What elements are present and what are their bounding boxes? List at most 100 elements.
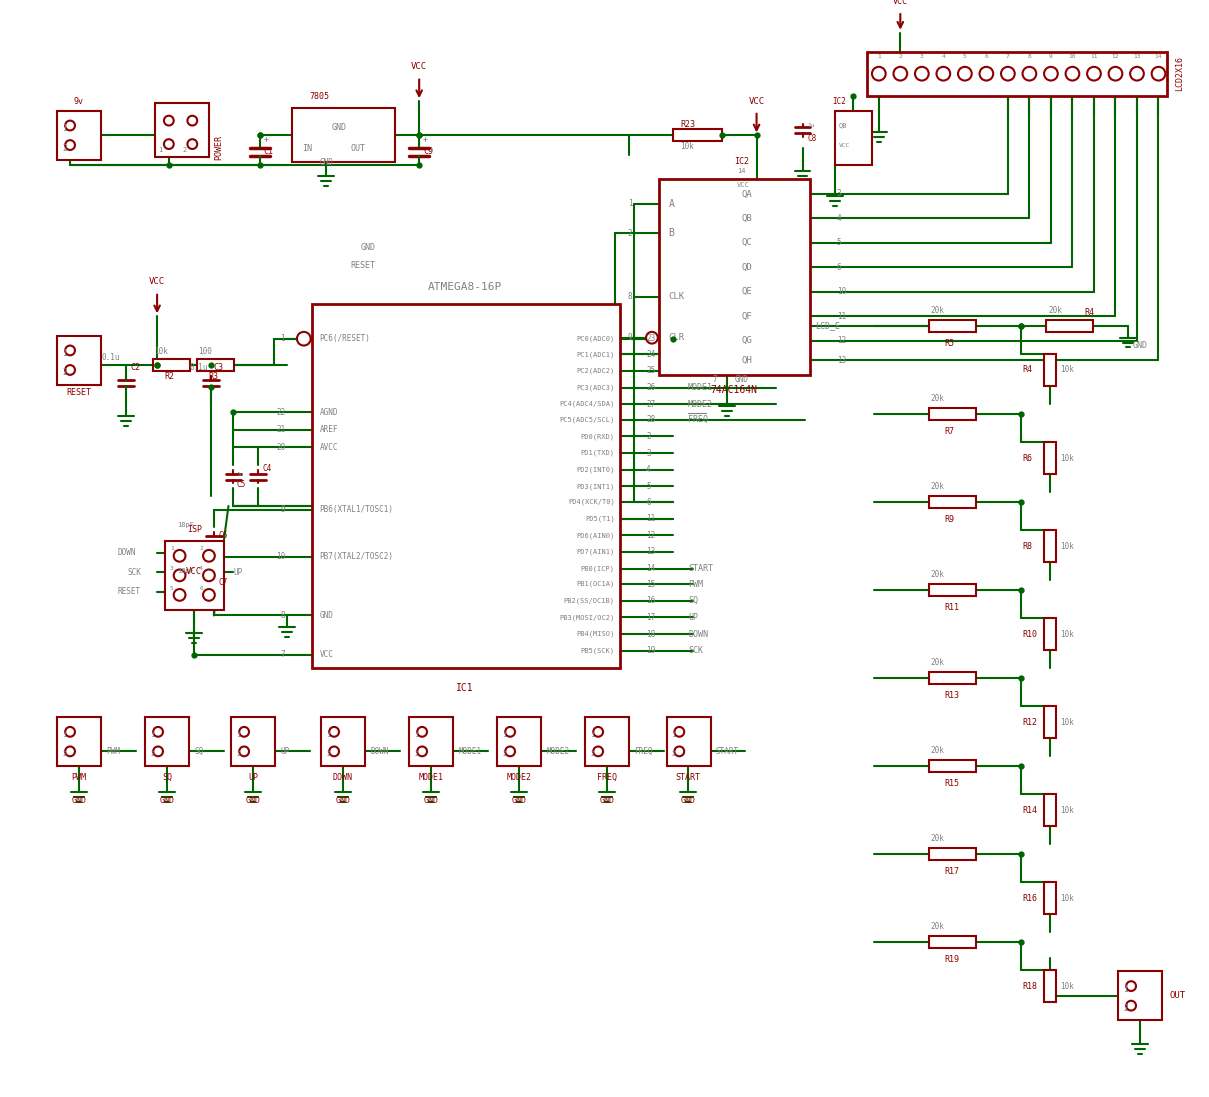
Circle shape <box>174 589 185 601</box>
Text: 7: 7 <box>280 651 285 659</box>
Text: 9: 9 <box>1049 54 1053 58</box>
Text: IC1: IC1 <box>456 682 474 693</box>
Text: QB: QB <box>839 123 848 128</box>
Text: PB4(MISO): PB4(MISO) <box>577 631 614 637</box>
Text: PD0(RXD): PD0(RXD) <box>580 433 614 440</box>
Circle shape <box>187 115 197 125</box>
Text: 100: 100 <box>198 347 212 355</box>
Bar <box>155 103 209 157</box>
Text: 22: 22 <box>276 408 285 417</box>
Circle shape <box>203 569 215 581</box>
Text: R15: R15 <box>944 779 959 788</box>
Text: QB: QB <box>742 214 753 223</box>
Text: PD4(XCK/T0): PD4(XCK/T0) <box>568 499 614 506</box>
Text: 12: 12 <box>646 531 655 540</box>
Circle shape <box>65 121 75 131</box>
Text: 1: 1 <box>590 732 595 738</box>
Text: 0.1u: 0.1u <box>102 353 120 362</box>
Text: C6: C6 <box>219 531 229 540</box>
Circle shape <box>872 67 886 80</box>
Text: PWM: PWM <box>688 579 704 589</box>
Text: 3: 3 <box>646 449 650 457</box>
Text: LCD2X16: LCD2X16 <box>1175 56 1184 91</box>
Text: PB1(OC1A): PB1(OC1A) <box>577 581 614 587</box>
Text: 2: 2 <box>590 751 595 757</box>
Text: PB2(SS/OC1B): PB2(SS/OC1B) <box>563 598 614 604</box>
Bar <box>929 496 976 508</box>
Circle shape <box>1127 1000 1136 1010</box>
Text: C1: C1 <box>264 147 273 157</box>
Text: R17: R17 <box>944 867 959 877</box>
Text: 6: 6 <box>837 263 841 272</box>
Text: 1: 1 <box>236 732 241 738</box>
Text: 13: 13 <box>646 547 655 556</box>
Text: 24: 24 <box>646 350 655 359</box>
Bar <box>1045 354 1055 386</box>
Text: 17: 17 <box>646 613 655 622</box>
Text: 15: 15 <box>646 579 655 589</box>
Text: 11: 11 <box>837 312 846 320</box>
Text: C5: C5 <box>236 479 245 489</box>
Text: PC2(ADC2): PC2(ADC2) <box>577 367 614 374</box>
Bar <box>1045 619 1055 649</box>
Text: DOWN: DOWN <box>332 773 353 782</box>
Text: 16: 16 <box>646 597 655 606</box>
Text: SCK: SCK <box>688 646 704 655</box>
Bar <box>1045 971 1055 1002</box>
Bar <box>834 111 872 165</box>
Text: IC2: IC2 <box>832 97 846 105</box>
Text: SQ: SQ <box>162 773 172 782</box>
Text: 10k: 10k <box>1060 542 1074 551</box>
Text: 14: 14 <box>1155 54 1162 58</box>
Text: 2: 2 <box>646 432 650 441</box>
Text: PC3(ADC3): PC3(ADC3) <box>577 384 614 391</box>
Text: FREQ: FREQ <box>688 416 708 425</box>
Text: 2: 2 <box>62 369 66 377</box>
Text: SCK: SCK <box>128 568 141 577</box>
Text: DOWN: DOWN <box>688 630 708 638</box>
Circle shape <box>1065 67 1080 80</box>
Text: 1u: 1u <box>808 123 815 128</box>
Text: PB5(SCK): PB5(SCK) <box>580 647 614 654</box>
Text: RESET: RESET <box>66 388 92 397</box>
Text: PC6(/RESET): PC6(/RESET) <box>319 335 370 343</box>
Text: 14: 14 <box>737 169 746 174</box>
Text: CLR: CLR <box>669 333 684 342</box>
Text: MODE2: MODE2 <box>546 747 569 756</box>
Text: POWER: POWER <box>214 135 222 159</box>
Text: 9: 9 <box>627 333 632 342</box>
Text: QD: QD <box>742 263 753 272</box>
Text: R6: R6 <box>1023 453 1032 463</box>
Text: 25: 25 <box>646 366 655 375</box>
Text: 1: 1 <box>1123 984 1128 994</box>
Text: 10k: 10k <box>1060 365 1074 374</box>
Circle shape <box>505 746 515 756</box>
Text: 21: 21 <box>276 426 285 434</box>
Text: RESET: RESET <box>351 261 376 270</box>
Circle shape <box>1001 67 1014 80</box>
Text: 11: 11 <box>1091 54 1098 58</box>
Text: FREQ: FREQ <box>597 773 617 782</box>
Text: 2: 2 <box>199 546 203 552</box>
Text: 2: 2 <box>326 751 330 757</box>
Circle shape <box>675 727 684 737</box>
Text: 4: 4 <box>837 214 841 223</box>
Bar <box>867 53 1168 97</box>
Text: R10: R10 <box>1023 630 1037 638</box>
Text: 10k: 10k <box>1060 805 1074 815</box>
Text: DOWN: DOWN <box>370 747 389 756</box>
Circle shape <box>594 727 603 737</box>
Text: QC: QC <box>742 238 753 247</box>
Bar <box>666 717 711 766</box>
Text: R5: R5 <box>944 339 954 348</box>
Circle shape <box>937 67 950 80</box>
Text: AREF: AREF <box>319 426 339 434</box>
Text: 14: 14 <box>646 564 655 573</box>
Bar <box>929 320 976 332</box>
Text: 20k: 20k <box>931 306 944 315</box>
Text: GND: GND <box>511 795 526 805</box>
Text: R8: R8 <box>1023 542 1032 551</box>
Circle shape <box>329 727 339 737</box>
Text: LCD_E: LCD_E <box>815 321 840 330</box>
Text: 1: 1 <box>158 147 162 152</box>
